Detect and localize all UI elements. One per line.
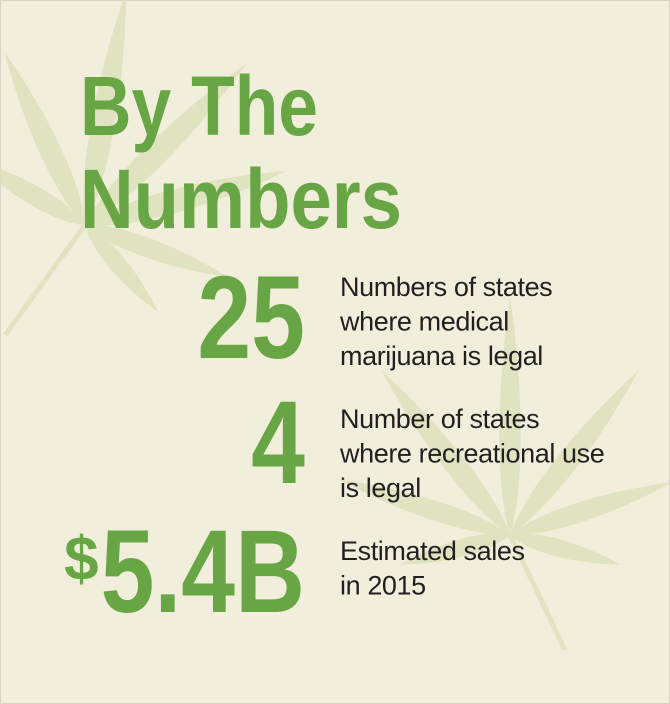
stat-description: Numbers of states [340,272,552,302]
leaf-decoration [335,297,670,652]
leaf-decoration [0,0,290,337]
stat-figure: 25 [197,252,305,384]
stat-description: is legal [340,473,421,503]
title-line: By The [80,59,318,153]
stat-description: Number of states [340,404,539,434]
stat-description: marijuana is legal [340,341,543,371]
title-line: Numbers [80,152,402,246]
stat-figure: 4 [251,377,305,509]
stat-prefix: $ [64,525,98,594]
stat-figure: 5.4B [101,506,305,638]
stat-description: where medical [339,307,509,337]
stat-description: where recreational use [339,439,604,469]
stat-description: in 2015 [340,571,426,601]
stat-description: Estimated sales [340,536,525,566]
